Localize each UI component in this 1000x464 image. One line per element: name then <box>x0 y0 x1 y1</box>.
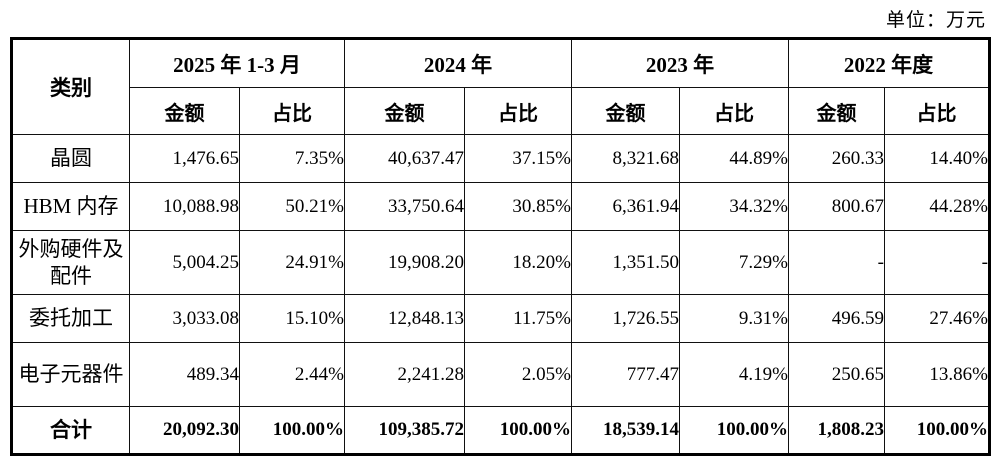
subheader-ratio-2023: 占比 <box>679 87 789 135</box>
amount-cell: 8,321.68 <box>571 134 680 183</box>
amount-cell: 496.59 <box>788 294 885 343</box>
subheader-ratio-2025: 占比 <box>239 87 345 135</box>
total-label: 合计 <box>11 406 130 455</box>
row-category: 电子元器件 <box>11 342 130 407</box>
row-category: 委托加工 <box>11 294 130 343</box>
table-row: HBM 内存 10,088.98 50.21% 33,750.64 30.85%… <box>11 182 990 231</box>
amount-cell: 19,908.20 <box>344 230 465 295</box>
subheader-amount-2024: 金额 <box>344 87 465 135</box>
total-row: 合计 20,092.30 100.00% 109,385.72 100.00% … <box>11 406 990 455</box>
amount-cell: 109,385.72 <box>344 406 465 455</box>
ratio-cell: 15.10% <box>239 294 345 343</box>
amount-cell: 10,088.98 <box>129 182 240 231</box>
ratio-cell: 24.91% <box>239 230 345 295</box>
amount-cell: 489.34 <box>129 342 240 407</box>
amount-cell: 3,033.08 <box>129 294 240 343</box>
amount-cell: 260.33 <box>788 134 885 183</box>
ratio-cell: 14.40% <box>884 134 990 183</box>
table-body: 晶圆 1,476.65 7.35% 40,637.47 37.15% 8,321… <box>11 134 990 455</box>
cost-breakdown-table: 类别 2025 年 1-3 月 2024 年 2023 年 2022 年度 金额… <box>10 37 991 456</box>
amount-cell: 1,726.55 <box>571 294 680 343</box>
amount-cell: 33,750.64 <box>344 182 465 231</box>
ratio-cell: 44.28% <box>884 182 990 231</box>
subheader-amount-2023: 金额 <box>571 87 680 135</box>
ratio-cell: 50.21% <box>239 182 345 231</box>
ratio-cell: 2.44% <box>239 342 345 407</box>
period-header-2024: 2024 年 <box>344 38 572 88</box>
table-row: 晶圆 1,476.65 7.35% 40,637.47 37.15% 8,321… <box>11 134 990 183</box>
subheader-amount-2022: 金额 <box>788 87 885 135</box>
ratio-cell: 100.00% <box>679 406 789 455</box>
ratio-cell: 11.75% <box>464 294 572 343</box>
row-category: 晶圆 <box>11 134 130 183</box>
ratio-cell: 37.15% <box>464 134 572 183</box>
table-row: 委托加工 3,033.08 15.10% 12,848.13 11.75% 1,… <box>11 294 990 343</box>
amount-cell: 20,092.30 <box>129 406 240 455</box>
ratio-cell: 13.86% <box>884 342 990 407</box>
period-header-row: 类别 2025 年 1-3 月 2024 年 2023 年 2022 年度 <box>11 38 990 135</box>
ratio-cell: 2.05% <box>464 342 572 407</box>
amount-cell: 6,361.94 <box>571 182 680 231</box>
amount-cell: 1,476.65 <box>129 134 240 183</box>
ratio-cell: 100.00% <box>239 406 345 455</box>
table-header: 类别 2025 年 1-3 月 2024 年 2023 年 2022 年度 金额… <box>11 38 990 135</box>
ratio-cell: 30.85% <box>464 182 572 231</box>
subheader-ratio-2022: 占比 <box>884 87 990 135</box>
period-header-2022: 2022 年度 <box>788 38 990 88</box>
amount-cell: 18,539.14 <box>571 406 680 455</box>
category-column-header: 类别 <box>11 38 130 135</box>
amount-cell: 40,637.47 <box>344 134 465 183</box>
subheader-amount-2025: 金额 <box>129 87 240 135</box>
amount-cell: 1,808.23 <box>788 406 885 455</box>
period-header-2023: 2023 年 <box>571 38 789 88</box>
amount-cell: 1,351.50 <box>571 230 680 295</box>
ratio-cell: 7.35% <box>239 134 345 183</box>
ratio-cell: 100.00% <box>884 406 990 455</box>
period-header-2025: 2025 年 1-3 月 <box>129 38 345 88</box>
ratio-cell: 100.00% <box>464 406 572 455</box>
table-row: 外购硬件及配件 5,004.25 24.91% 19,908.20 18.20%… <box>11 230 990 295</box>
amount-cell: 250.65 <box>788 342 885 407</box>
amount-cell: 777.47 <box>571 342 680 407</box>
table-row: 电子元器件 489.34 2.44% 2,241.28 2.05% 777.47… <box>11 342 990 407</box>
amount-cell: 2,241.28 <box>344 342 465 407</box>
ratio-cell: 18.20% <box>464 230 572 295</box>
row-category: 外购硬件及配件 <box>11 230 130 295</box>
amount-cell: 800.67 <box>788 182 885 231</box>
subheader-ratio-2024: 占比 <box>464 87 572 135</box>
ratio-cell: 7.29% <box>679 230 789 295</box>
ratio-cell: 34.32% <box>679 182 789 231</box>
row-category: HBM 内存 <box>11 182 130 231</box>
amount-cell: 12,848.13 <box>344 294 465 343</box>
ratio-cell: 27.46% <box>884 294 990 343</box>
amount-cell: - <box>788 230 885 295</box>
unit-label: 单位：万元 <box>885 10 986 31</box>
sub-header-row: 金额 占比 金额 占比 金额 占比 金额 占比 <box>12 87 990 135</box>
ratio-cell: - <box>884 230 990 295</box>
amount-cell: 5,004.25 <box>129 230 240 295</box>
ratio-cell: 44.89% <box>679 134 789 183</box>
ratio-cell: 4.19% <box>679 342 789 407</box>
ratio-cell: 9.31% <box>679 294 789 343</box>
